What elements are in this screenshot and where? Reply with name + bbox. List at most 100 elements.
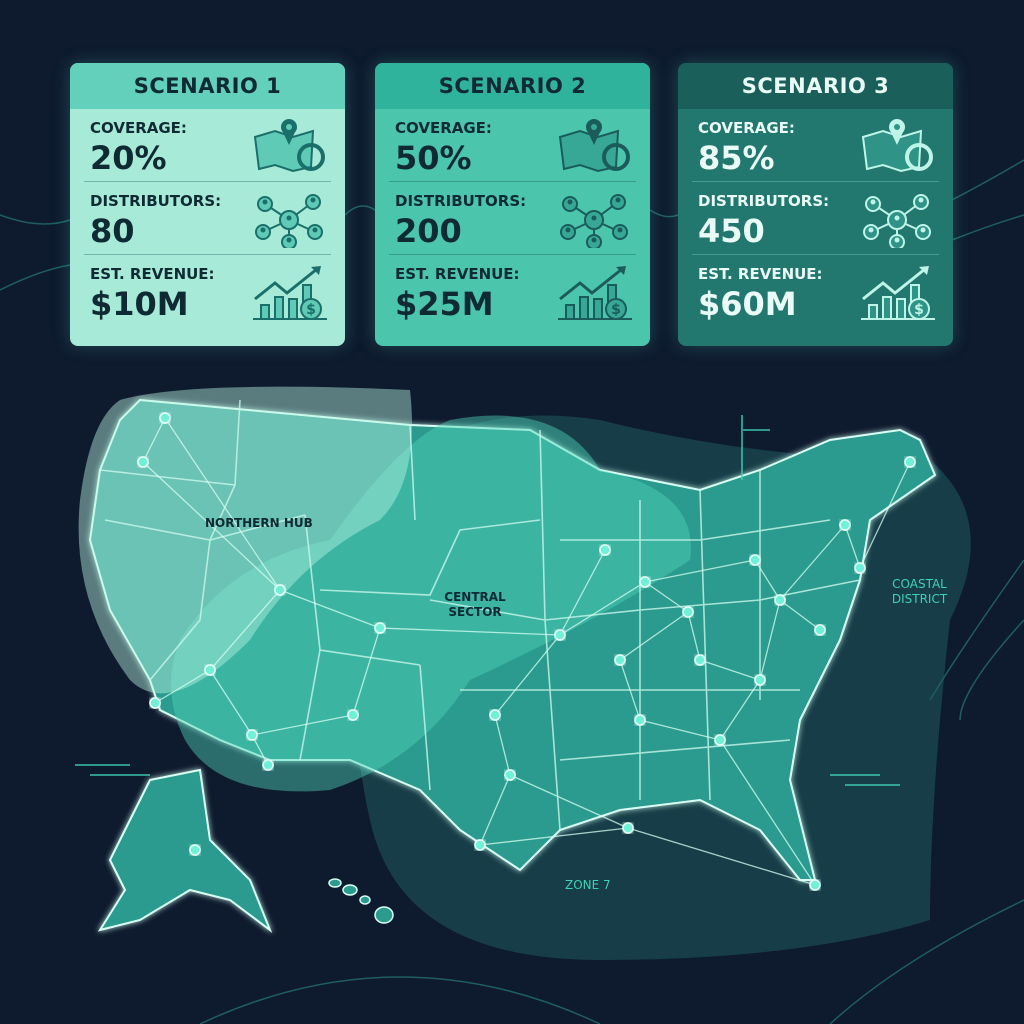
network-link [479,827,629,846]
revenue-value: $25M [395,285,494,323]
revenue-chart-icon: $ [253,266,327,320]
network-link [687,611,701,661]
revenue-value: $10M [90,285,189,323]
scenario-card-2: SCENARIO 2 COVERAGE: 50% DISTRIBUTORS: 200… [375,63,650,346]
distribution-node [274,584,286,596]
distribution-node [137,456,149,468]
distributors-label: DISTRIBUTORS: [698,192,830,210]
revenue-label: EST. REVENUE: [395,265,520,283]
network-link [779,599,821,631]
network-link [644,559,756,583]
distributors-value: 80 [90,212,135,250]
scenario-card-3: SCENARIO 3 COVERAGE: 85% DISTRIBUTORS: 450… [678,63,953,346]
network-link [627,827,816,886]
scenario-card-1: SCENARIO 1 COVERAGE: 20% DISTRIBUTORS: 80 … [70,63,345,346]
distribution-node [474,839,486,851]
network-link [352,627,381,716]
network-link [209,669,253,736]
distribution-node [714,734,726,746]
coverage-row: COVERAGE: 50% [389,109,636,182]
region-label-central-sector: CENTRAL SECTOR [444,590,506,619]
distribution-network [137,412,916,891]
network-link [619,659,641,721]
svg-text:$: $ [914,302,924,318]
svg-text:$: $ [611,302,621,318]
network-link [379,627,561,636]
coverage-label: COVERAGE: [698,119,795,137]
distribution-node [904,456,916,468]
distribution-node [554,629,566,641]
distribution-node [682,606,694,618]
network-link [759,599,781,681]
distribution-node [599,544,611,556]
revenue-row: EST. REVENUE: $25M $ [389,255,636,327]
network-link [644,581,689,613]
region-label-northern-hub: NORTHERN HUB [205,516,313,530]
network-link [779,524,846,601]
distribution-node [504,769,516,781]
scenario-title: SCENARIO 1 [70,63,345,109]
network-icon [560,194,628,248]
revenue-row: EST. REVENUE: $60M $ [692,255,939,327]
distributors-row: DISTRIBUTORS: 80 [84,182,331,255]
svg-text:$: $ [306,302,316,318]
scenario-title: SCENARIO 3 [678,63,953,109]
coverage-value: 20% [90,139,167,177]
distribution-node [204,664,216,676]
coverage-row: COVERAGE: 20% [84,109,331,182]
map-pin-icon [253,119,325,173]
revenue-row: EST. REVENUE: $10M $ [84,255,331,327]
network-link [619,611,689,661]
distribution-node [262,759,274,771]
distribution-node [854,562,866,574]
coverage-value: 50% [395,139,472,177]
alaska [97,768,273,933]
distribution-node [189,844,201,856]
network-link [251,714,354,736]
distributors-value: 450 [698,212,765,250]
coverage-label: COVERAGE: [395,119,492,137]
distributors-label: DISTRIBUTORS: [395,192,527,210]
distribution-node [622,822,634,834]
region-label-zone-7: ZONE 7 [565,878,611,892]
coverage-value: 85% [698,139,775,177]
network-icon [863,194,931,248]
distribution-node [639,576,651,588]
distribution-node [614,654,626,666]
network-link [719,739,816,886]
background-curves [0,159,1024,1024]
network-link [719,679,761,741]
network-link [754,559,781,601]
distribution-node [754,674,766,686]
network-link [859,461,911,569]
revenue-chart-icon: $ [861,266,935,320]
region-label-coastal-district: COASTAL DISTRICT [891,577,948,606]
scenario-title: SCENARIO 2 [375,63,650,109]
distribution-node [347,709,359,721]
distribution-node [694,654,706,666]
network-icon [255,194,323,248]
distribution-node [809,879,821,891]
hawaii [328,878,394,924]
coverage-label: COVERAGE: [90,119,187,137]
revenue-value: $60M [698,285,797,323]
coverage-zone-2 [171,415,691,792]
network-link [154,669,211,704]
network-link [494,634,561,716]
network-link [142,461,281,591]
distribution-node [749,554,761,566]
map-pin-icon [558,119,630,173]
distributors-row: DISTRIBUTORS: 200 [389,182,636,255]
network-link [209,589,281,671]
distributors-row: DISTRIBUTORS: 450 [692,182,939,255]
distributors-label: DISTRIBUTORS: [90,192,222,210]
distributors-value: 200 [395,212,462,250]
state-borders [99,399,861,831]
revenue-label: EST. REVENUE: [698,265,823,283]
coverage-row: COVERAGE: 85% [692,109,939,182]
network-link [639,719,721,741]
network-link [699,659,761,681]
network-link [509,774,629,829]
distribution-node [246,729,258,741]
